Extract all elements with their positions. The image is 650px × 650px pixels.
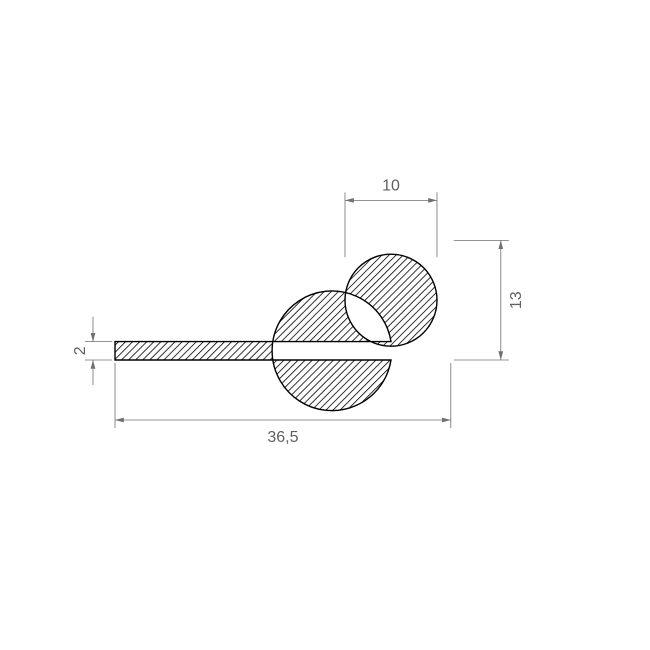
dim-bulb-inner: 10: [382, 178, 400, 195]
dim-total-width: 36,5: [267, 429, 298, 446]
dim-tail-thickness: 2: [72, 346, 89, 355]
dim-bulb-outer: 13: [508, 291, 525, 309]
profile-section: [115, 254, 437, 410]
